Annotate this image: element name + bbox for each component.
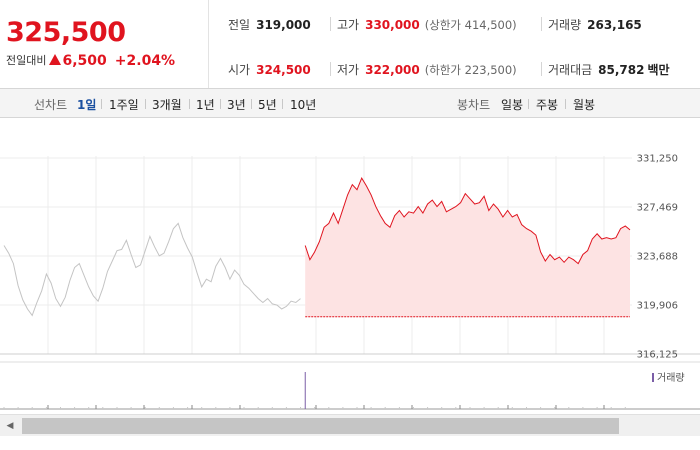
tab-1-day[interactable]: 1일 [77, 98, 97, 112]
line-chart-label: 선차트 [34, 98, 68, 112]
y-tick-label: 331,250 [637, 154, 678, 165]
stat-trade-value: 거래대금 85,782 백만 [548, 61, 670, 78]
up-triangle-icon [49, 54, 62, 65]
upper-limit: (상한가 414,500) [424, 18, 517, 32]
stat-label: 전일 [228, 18, 251, 32]
lower-limit: (하한가 223,500) [424, 63, 517, 77]
stat-value: 324,500 [256, 63, 311, 77]
tab-divider [565, 99, 566, 109]
tab-3-years[interactable]: 3년 [227, 98, 246, 112]
tab-10-years[interactable]: 10년 [290, 98, 317, 112]
stat-divider [541, 17, 542, 31]
scroll-left-arrow-icon[interactable]: ◀ [6, 421, 14, 431]
current-price: 325,500 [6, 17, 126, 48]
tab-divider [189, 99, 190, 109]
y-tick-label: 323,688 [637, 251, 678, 262]
y-tick-label: 327,469 [637, 202, 678, 213]
tab-divider [251, 99, 252, 109]
stat-divider [541, 62, 542, 76]
y-axis-ticks: 331,250 327,469 323,688 319,906 316,125 [637, 154, 678, 361]
price-summary: 325,500 전일대비 6,500 +2.04% [0, 0, 209, 88]
quote-header: 325,500 전일대비 6,500 +2.04% 전일 319,000 고가 330,… [0, 0, 700, 89]
tab-3-months[interactable]: 3개월 [152, 98, 182, 112]
prev-day-price-line [3, 222, 301, 317]
tab-5-years[interactable]: 5년 [258, 98, 277, 112]
stat-high: 고가 330,000 (상한가 414,500) [337, 16, 517, 33]
tab-daily-candle[interactable]: 일봉 [501, 98, 524, 112]
change-value: 6,500 [62, 53, 107, 69]
stat-value: 330,000 [365, 18, 420, 32]
y-tick-label: 319,906 [637, 301, 678, 312]
stat-volume: 거래량 263,165 [548, 16, 642, 33]
stat-label: 고가 [337, 18, 360, 32]
y-tick-label: 316,125 [637, 350, 678, 361]
stat-label: 거래대금 [548, 63, 593, 77]
stat-unit: 백만 [647, 63, 670, 77]
scrollbar-thumb[interactable] [22, 418, 619, 434]
grid [0, 119, 700, 355]
tab-1-week[interactable]: 1주일 [109, 98, 139, 112]
tab-divider [101, 99, 102, 109]
stat-value: 319,000 [256, 18, 311, 32]
stat-value: 263,165 [587, 18, 642, 32]
today-price-line [304, 176, 631, 265]
tab-divider [528, 99, 529, 109]
tab-divider [220, 99, 221, 109]
stat-divider [330, 17, 331, 31]
chart-scrollbar[interactable]: ◀ [0, 414, 700, 436]
price-chart: 331,250 327,469 323,688 319,906 316,125 거래량 [0, 119, 700, 410]
stat-value: 85,782 [598, 63, 645, 77]
stat-value: 322,000 [365, 63, 420, 77]
tab-divider [282, 99, 283, 109]
stat-label: 시가 [228, 63, 251, 77]
today-price-area [305, 178, 630, 317]
change-rate: +2.04% [114, 53, 176, 69]
stat-low: 저가 322,000 (하한가 223,500) [337, 61, 517, 78]
tab-1-year[interactable]: 1년 [196, 98, 215, 112]
volume-legend-label: 거래량 [657, 372, 685, 384]
stat-label: 거래량 [548, 18, 582, 32]
chart-tab-bar: 선차트 1일 1주일 3개월 1년 3년 5년 10년 봉차트 일봉 주봉 월봉 [0, 89, 700, 118]
stat-open: 시가 324,500 [228, 61, 311, 78]
tab-divider [145, 99, 146, 109]
stat-divider [330, 62, 331, 76]
tab-monthly-candle[interactable]: 월봉 [573, 98, 596, 112]
candle-chart-label: 봉차트 [457, 98, 491, 112]
tab-weekly-candle[interactable]: 주봉 [536, 98, 559, 112]
change-row: 전일대비 6,500 +2.04% [6, 53, 175, 69]
stat-label: 저가 [337, 63, 360, 77]
volume-panel [0, 361, 700, 410]
change-label: 전일대비 [6, 54, 47, 67]
volume-legend-swatch [652, 373, 654, 382]
stat-prev-close: 전일 319,000 [228, 16, 311, 33]
